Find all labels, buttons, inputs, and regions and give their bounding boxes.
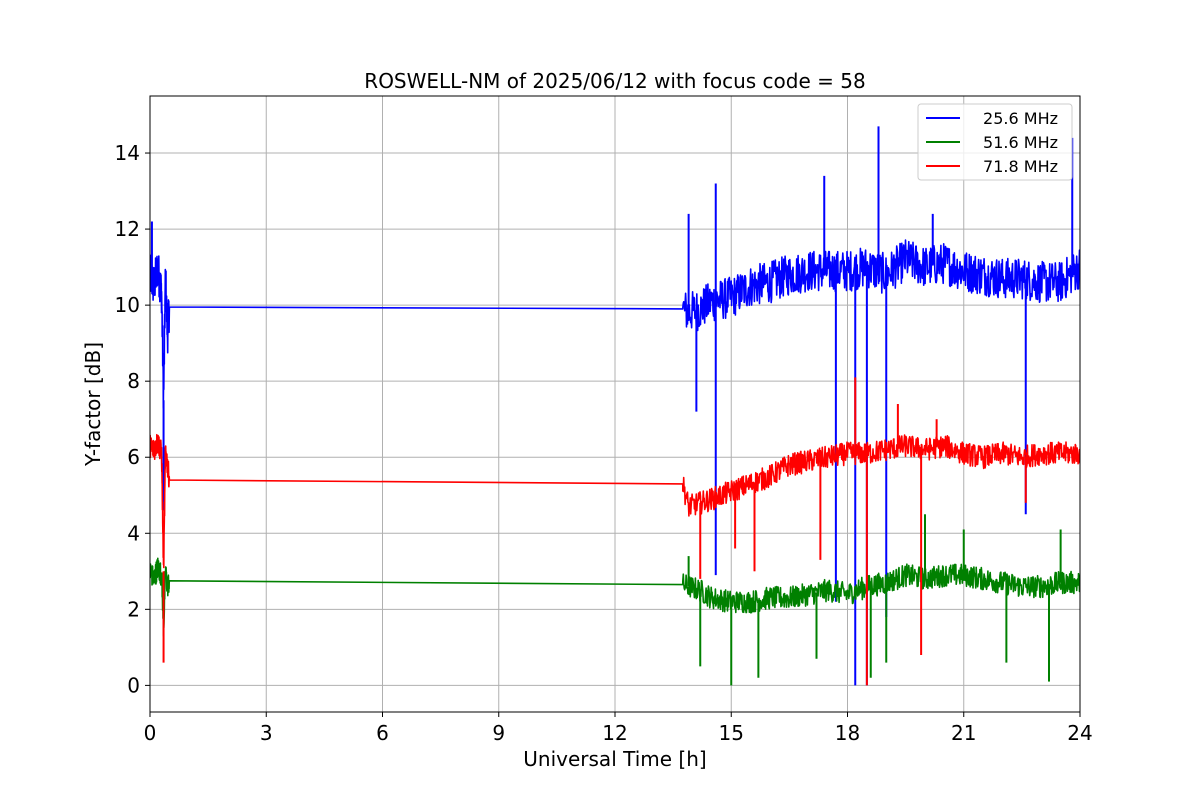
series-line: [150, 239, 1080, 409]
x-tick-label: 9: [492, 721, 505, 745]
y-tick-label: 8: [127, 369, 140, 393]
x-tick-label: 6: [376, 721, 389, 745]
x-axis-label: Universal Time [h]: [523, 747, 706, 771]
x-tick-label: 18: [835, 721, 860, 745]
series-2: [150, 377, 1080, 686]
legend-label: 51.6 MHz: [983, 133, 1058, 152]
y-tick-label: 12: [115, 217, 140, 241]
legend-label: 71.8 MHz: [983, 157, 1058, 176]
legend: 25.6 MHz 51.6 MHz 71.8 MHz: [917, 103, 1073, 181]
y-tick-label: 6: [127, 445, 140, 469]
legend-label: 25.6 MHz: [983, 109, 1058, 128]
y-tick-label: 10: [115, 293, 140, 317]
chart-title: ROSWELL-NM of 2025/06/12 with focus code…: [364, 69, 865, 93]
series-layer: [150, 126, 1080, 686]
y-tick-label: 14: [115, 141, 140, 165]
x-tick-label: 12: [602, 721, 627, 745]
y-axis-label: Y-factor [dB]: [81, 342, 105, 467]
y-tick-label: 4: [127, 521, 140, 545]
series-line: [150, 433, 1080, 569]
x-tick-label: 24: [1067, 721, 1092, 745]
x-tick-label: 3: [260, 721, 273, 745]
legend-box: [917, 103, 1073, 181]
y-tick-label: 0: [127, 673, 140, 697]
x-tick-label: 15: [719, 721, 744, 745]
series-1: [150, 514, 1080, 686]
x-tick-label: 0: [144, 721, 157, 745]
y-tick-label: 2: [127, 597, 140, 621]
x-tick-label: 21: [951, 721, 976, 745]
